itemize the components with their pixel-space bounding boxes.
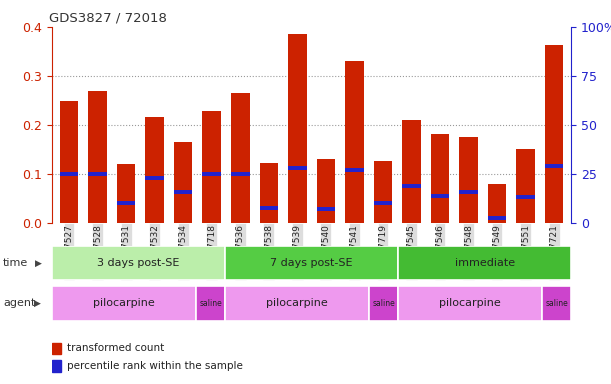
- Bar: [488, 216, 507, 220]
- Bar: [117, 164, 136, 223]
- Bar: [145, 118, 164, 223]
- Text: immediate: immediate: [455, 258, 515, 268]
- Bar: [459, 190, 478, 194]
- Text: GSM367551: GSM367551: [521, 224, 530, 279]
- Bar: [52, 343, 61, 354]
- Bar: [231, 172, 249, 176]
- Bar: [516, 195, 535, 199]
- Bar: [345, 168, 364, 172]
- Text: ▶: ▶: [35, 258, 42, 268]
- Text: GSM367538: GSM367538: [265, 224, 273, 279]
- Bar: [288, 166, 307, 170]
- Text: 7 days post-SE: 7 days post-SE: [270, 258, 353, 268]
- Text: GSM367534: GSM367534: [178, 224, 188, 279]
- Text: GDS3827 / 72018: GDS3827 / 72018: [49, 11, 167, 24]
- Text: pilocarpine: pilocarpine: [266, 298, 328, 308]
- Bar: [260, 206, 278, 210]
- Bar: [89, 172, 107, 176]
- Bar: [398, 286, 543, 321]
- Bar: [516, 149, 535, 223]
- Bar: [402, 184, 421, 188]
- Text: GSM367549: GSM367549: [492, 224, 502, 279]
- Text: saline: saline: [372, 299, 395, 308]
- Bar: [316, 207, 335, 211]
- Bar: [225, 246, 398, 280]
- Bar: [231, 93, 249, 223]
- Bar: [459, 137, 478, 223]
- Text: GSM367541: GSM367541: [350, 224, 359, 279]
- Text: GSM367546: GSM367546: [436, 224, 445, 279]
- Text: agent: agent: [3, 298, 35, 308]
- Bar: [488, 184, 507, 223]
- Text: 3 days post-SE: 3 days post-SE: [97, 258, 180, 268]
- Text: time: time: [3, 258, 28, 268]
- Bar: [374, 161, 392, 223]
- Bar: [52, 246, 225, 280]
- Bar: [89, 91, 107, 223]
- Bar: [174, 142, 192, 223]
- Bar: [145, 176, 164, 180]
- Bar: [202, 111, 221, 223]
- Text: GSM367719: GSM367719: [378, 224, 387, 279]
- Bar: [52, 286, 196, 321]
- Bar: [431, 134, 449, 223]
- Text: GSM367528: GSM367528: [93, 224, 102, 279]
- Bar: [374, 201, 392, 205]
- Text: GSM367548: GSM367548: [464, 224, 473, 279]
- Text: GSM367540: GSM367540: [321, 224, 331, 279]
- Text: GSM367527: GSM367527: [65, 224, 73, 279]
- Bar: [117, 201, 136, 205]
- Text: GSM367539: GSM367539: [293, 224, 302, 279]
- Text: GSM367536: GSM367536: [236, 224, 245, 279]
- Text: GSM367718: GSM367718: [207, 224, 216, 279]
- Bar: [545, 45, 563, 223]
- Bar: [60, 172, 78, 176]
- Bar: [260, 163, 278, 223]
- Text: GSM367531: GSM367531: [122, 224, 131, 279]
- Bar: [402, 120, 421, 223]
- Bar: [431, 194, 449, 198]
- Text: GSM367545: GSM367545: [407, 224, 416, 279]
- Text: percentile rank within the sample: percentile rank within the sample: [67, 361, 243, 371]
- Text: ▶: ▶: [34, 299, 40, 308]
- Text: GSM367721: GSM367721: [550, 224, 558, 279]
- Text: saline: saline: [199, 299, 222, 308]
- Bar: [316, 159, 335, 223]
- Bar: [288, 34, 307, 223]
- Bar: [543, 286, 571, 321]
- Text: saline: saline: [546, 299, 568, 308]
- Bar: [369, 286, 398, 321]
- Bar: [545, 164, 563, 168]
- Bar: [225, 286, 369, 321]
- Bar: [398, 246, 571, 280]
- Bar: [60, 101, 78, 223]
- Text: pilocarpine: pilocarpine: [93, 298, 155, 308]
- Bar: [52, 360, 61, 372]
- Bar: [202, 172, 221, 176]
- Bar: [174, 190, 192, 194]
- Text: GSM367532: GSM367532: [150, 224, 159, 279]
- Bar: [345, 61, 364, 223]
- Bar: [196, 286, 225, 321]
- Text: transformed count: transformed count: [67, 343, 164, 354]
- Text: pilocarpine: pilocarpine: [439, 298, 501, 308]
